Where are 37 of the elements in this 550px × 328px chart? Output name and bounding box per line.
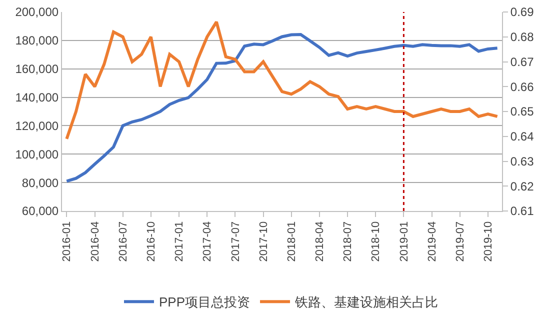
x-tick-label: 2016-07 [117, 221, 130, 262]
x-tick-label: 2019-01 [398, 221, 410, 262]
x-tick-label: 2018-07 [342, 221, 354, 262]
x-tick-label: 2018-01 [286, 221, 298, 262]
line-series [65, 20, 499, 140]
x-tick-label: 2019-07 [454, 221, 466, 262]
y-tick-label: 180,000 [15, 34, 59, 48]
x-tick-label: 2016-04 [89, 221, 102, 262]
y-tick-label: 160,000 [15, 62, 59, 76]
x-tick-label: 2016-10 [146, 221, 158, 262]
y2-tick-label: 0.63 [510, 154, 534, 168]
y2-tick-label: 0.68 [510, 30, 534, 44]
legend-label: PPP项目总投资 [159, 294, 250, 310]
y-tick-label: 80,000 [22, 176, 59, 190]
x-tick-label: 2016-01 [61, 221, 74, 262]
x-tick-label: 2017-07 [230, 221, 242, 262]
y2-tick-label: 0.64 [510, 130, 534, 144]
x-tick-label: 2018-10 [370, 221, 382, 262]
x-tick-label: 2017-10 [258, 221, 270, 262]
line-series [65, 32, 499, 183]
legend-label: 铁路、基建设施相关占比 [294, 294, 438, 310]
y2-tick-label: 0.69 [510, 5, 534, 20]
y2-tick-label: 0.62 [510, 179, 534, 194]
x-tick-label: 2017-04 [202, 221, 214, 262]
y-tick-label: 60,000 [22, 204, 59, 218]
y-tick-label: 140,000 [15, 90, 59, 104]
y2-tick-label: 0.61 [510, 204, 534, 218]
y2-tick-label: 0.65 [510, 104, 534, 119]
x-tick-label: 2017-01 [174, 221, 186, 262]
x-tick-label: 2019-10 [482, 221, 495, 262]
y2-tick-label: 0.67 [510, 54, 534, 69]
y2-tick-label: 0.66 [510, 80, 534, 94]
x-tick-label: 2018-04 [314, 221, 326, 262]
y-tick-label: 100,000 [15, 147, 59, 162]
y-tick-label: 120,000 [15, 118, 59, 133]
y-tick-label: 200,000 [15, 5, 59, 20]
x-tick-label: 2019-04 [426, 221, 438, 262]
